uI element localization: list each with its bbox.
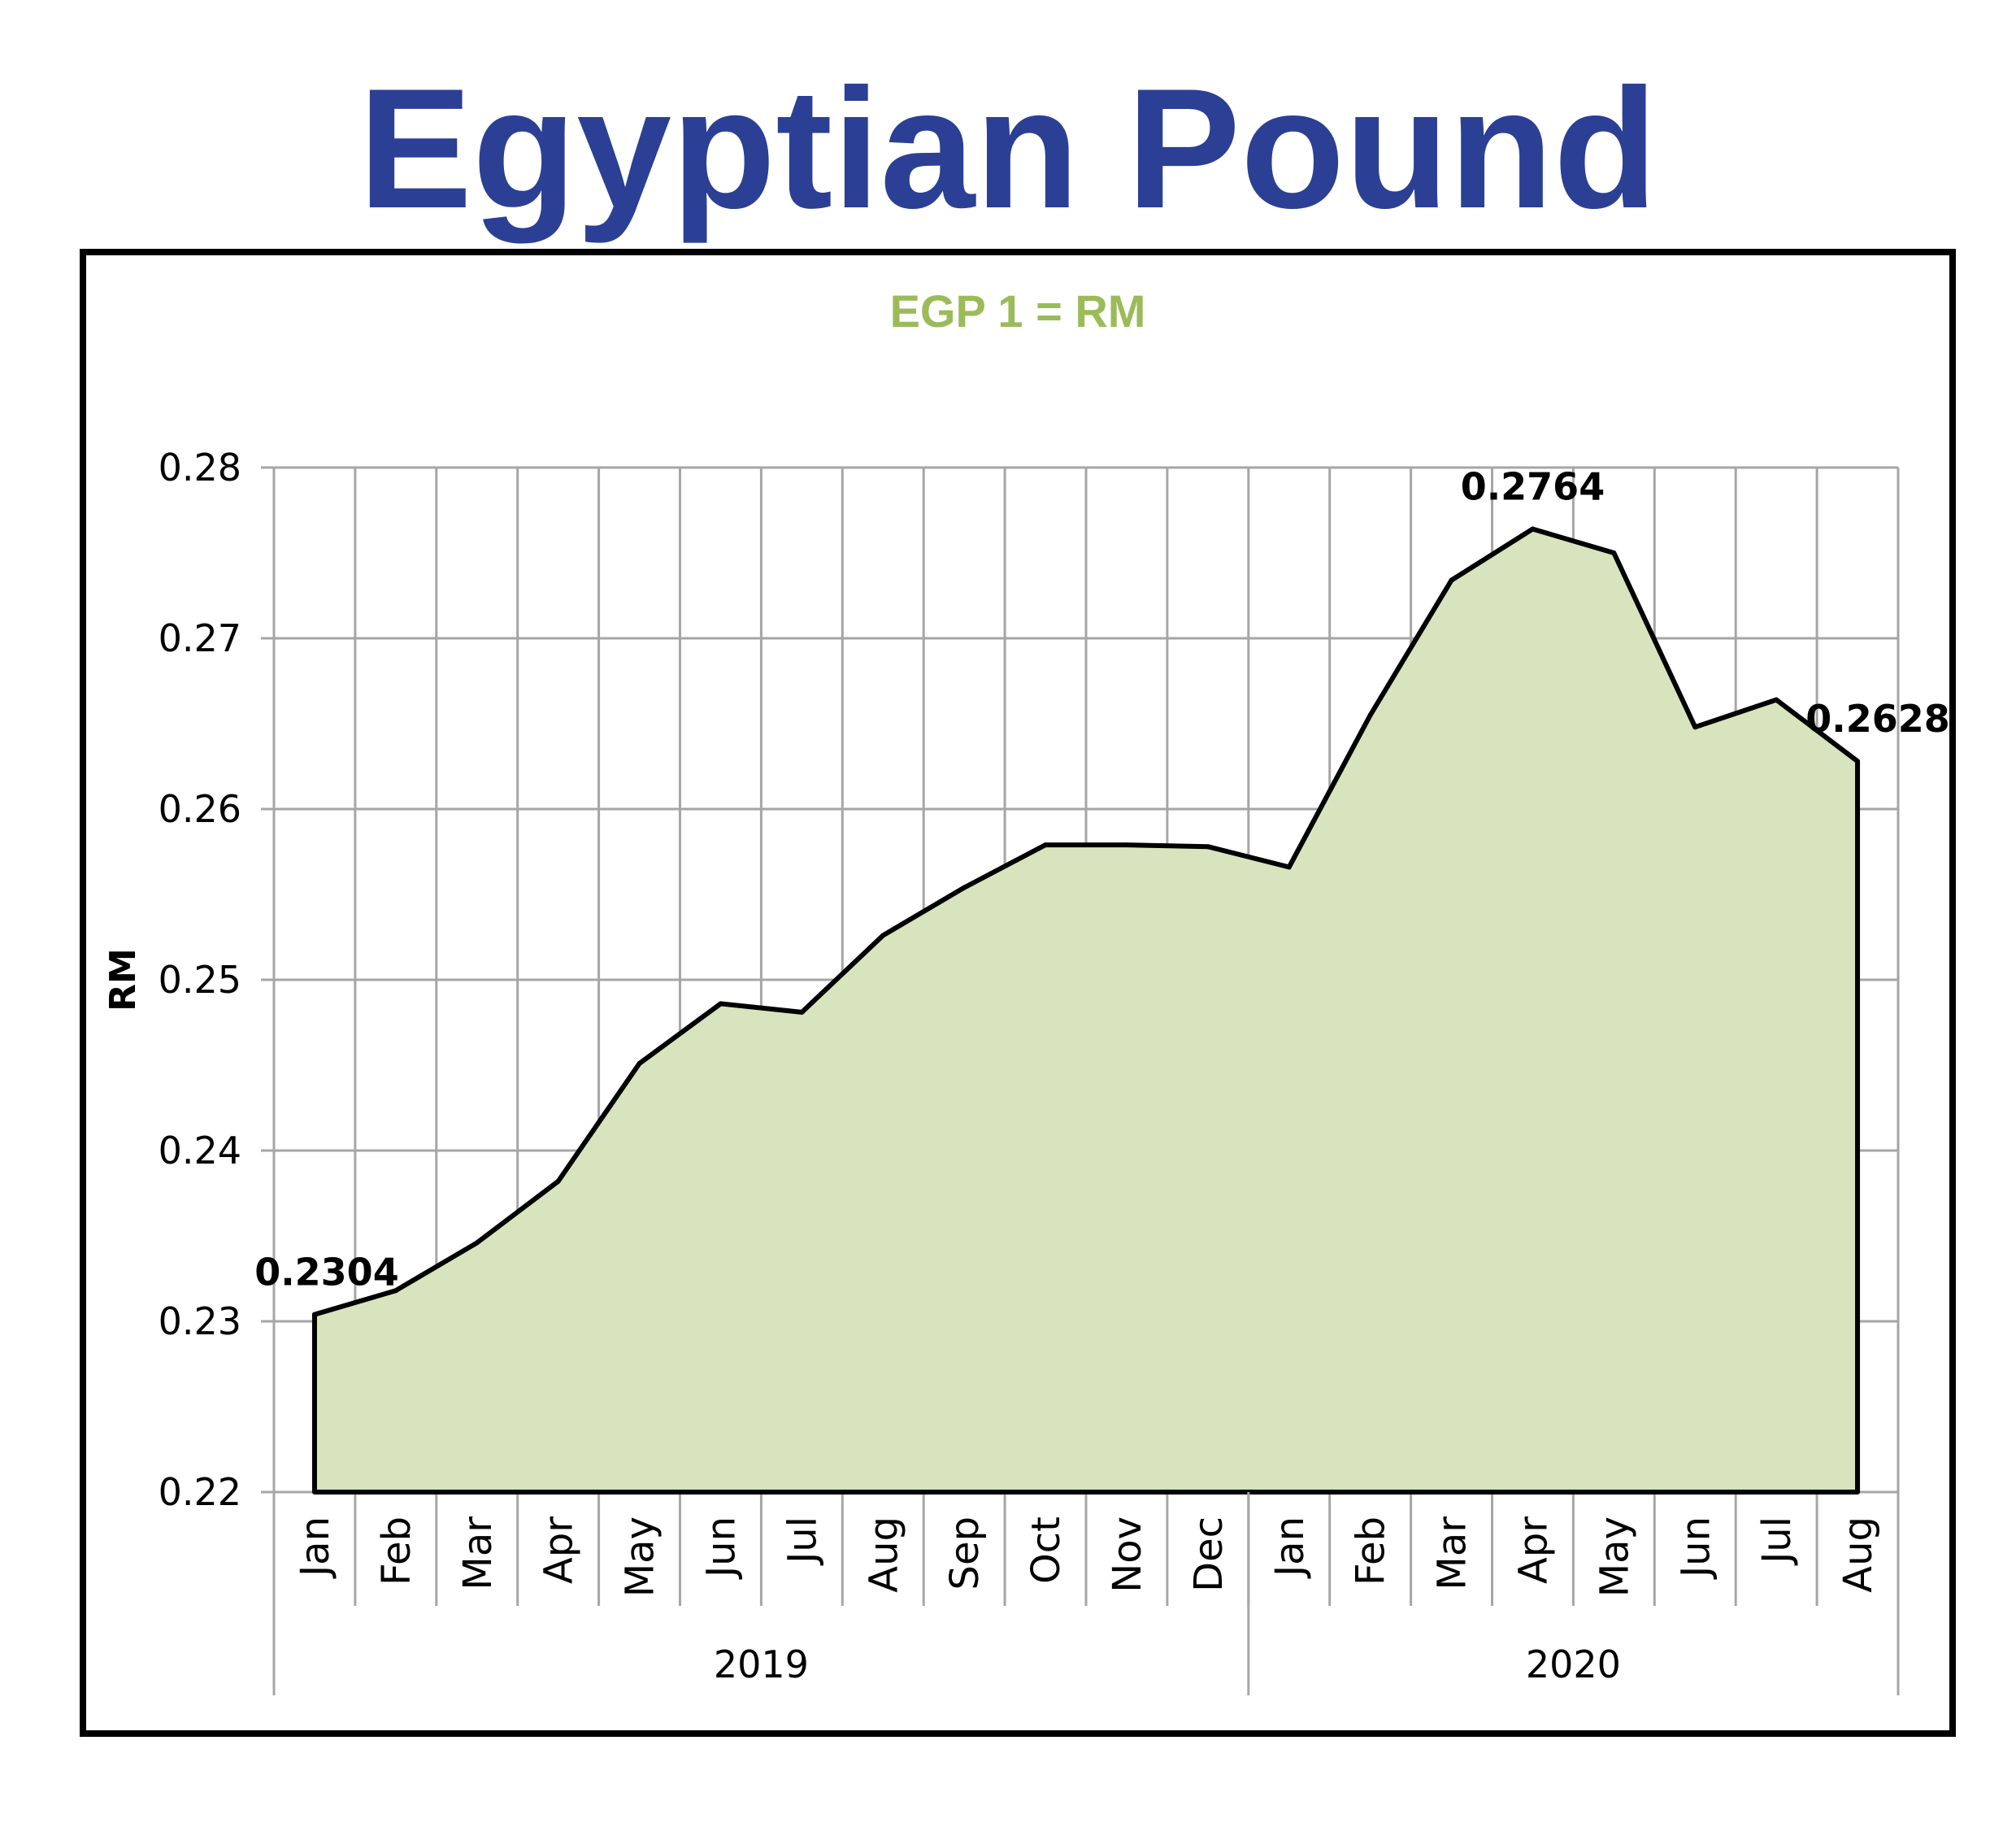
year-axis: 2019 2020 [272, 1492, 1900, 1695]
year-label: 2019 [714, 1642, 809, 1686]
data-label: 0.2628 [1805, 697, 1950, 741]
data-point-nov-10 [1123, 842, 1129, 848]
data-point-jun-17 [1692, 724, 1698, 730]
x-tick-label: Jan [1267, 1516, 1313, 1579]
data-point-jun-5 [718, 1001, 723, 1007]
data-point-jan-12 [1286, 864, 1292, 870]
data-label: 0.2304 [254, 1251, 399, 1294]
chart-subtitle: EGP 1 = RM [890, 285, 1146, 337]
data-point-jan-0 [311, 1312, 317, 1317]
x-tick-label: Jan [293, 1516, 338, 1579]
x-tick-label: Feb [374, 1516, 419, 1586]
x-tick-label: May [1592, 1516, 1637, 1597]
data-point-apr-15 [1530, 526, 1536, 532]
x-tick-label: Jul [780, 1516, 825, 1566]
x-tick-label: Mar [455, 1516, 501, 1590]
y-tick-label: 0.22 [159, 1470, 241, 1514]
y-tick-label: 0.27 [159, 616, 241, 660]
data-point-may-16 [1611, 550, 1617, 555]
x-tick-label: May [618, 1516, 663, 1597]
data-point-sep-8 [962, 885, 967, 890]
data-label: 0.2764 [1461, 465, 1605, 509]
x-axis-ticks: Jan Feb Mar Apr May Jun Jul Aug Sep Oct Nov Dec Jan F… [293, 1516, 1881, 1598]
data-point-jul-18 [1774, 697, 1779, 703]
x-tick-label: Sep [942, 1516, 988, 1590]
x-tick-label: Jun [698, 1516, 744, 1580]
x-tick-label: Feb [1349, 1516, 1394, 1586]
y-axis-ticks: 0.22 0.23 0.24 0.25 0.26 0.27 0.28 [159, 446, 241, 1514]
page-title: Egyptian Pound [358, 53, 1658, 244]
chart-frame [80, 249, 1956, 1737]
data-point-aug-7 [880, 933, 886, 938]
data-point-mar-14 [1449, 577, 1454, 583]
y-tick-label: 0.28 [159, 446, 241, 489]
x-tick-label: Oct [1023, 1516, 1069, 1584]
y-tick-label: 0.24 [159, 1129, 241, 1173]
data-point-jul-6 [799, 1009, 805, 1015]
data-point-aug-19 [1855, 759, 1861, 764]
x-tick-label: Dec [1186, 1516, 1232, 1592]
data-point-feb-13 [1367, 712, 1373, 718]
y-tick-label: 0.26 [159, 787, 241, 831]
year-label: 2020 [1526, 1642, 1621, 1686]
x-tick-label: Aug [861, 1516, 906, 1593]
y-tick-label: 0.23 [159, 1299, 241, 1343]
y-tick-label: 0.25 [159, 958, 241, 1002]
data-point-apr-3 [555, 1178, 561, 1184]
data-labels: 0.2304 0.2764 0.2628 [254, 465, 1950, 1294]
x-tick-label: Apr [537, 1516, 582, 1584]
x-tick-label: Aug [1836, 1516, 1881, 1593]
data-point-oct-9 [1043, 842, 1049, 848]
x-tick-label: Jun [1673, 1516, 1718, 1580]
x-tick-label: Nov [1105, 1516, 1150, 1593]
x-tick-label: Jul [1754, 1516, 1800, 1566]
data-point-dec-11 [1205, 844, 1210, 850]
data-point-may-4 [637, 1060, 642, 1066]
area-series [311, 526, 1861, 1495]
x-tick-label: Apr [1510, 1516, 1556, 1584]
y-axis-label: RM [102, 948, 144, 1012]
x-tick-label: Mar [1430, 1516, 1475, 1590]
data-point-feb-1 [393, 1288, 398, 1294]
data-point-mar-2 [474, 1240, 480, 1246]
